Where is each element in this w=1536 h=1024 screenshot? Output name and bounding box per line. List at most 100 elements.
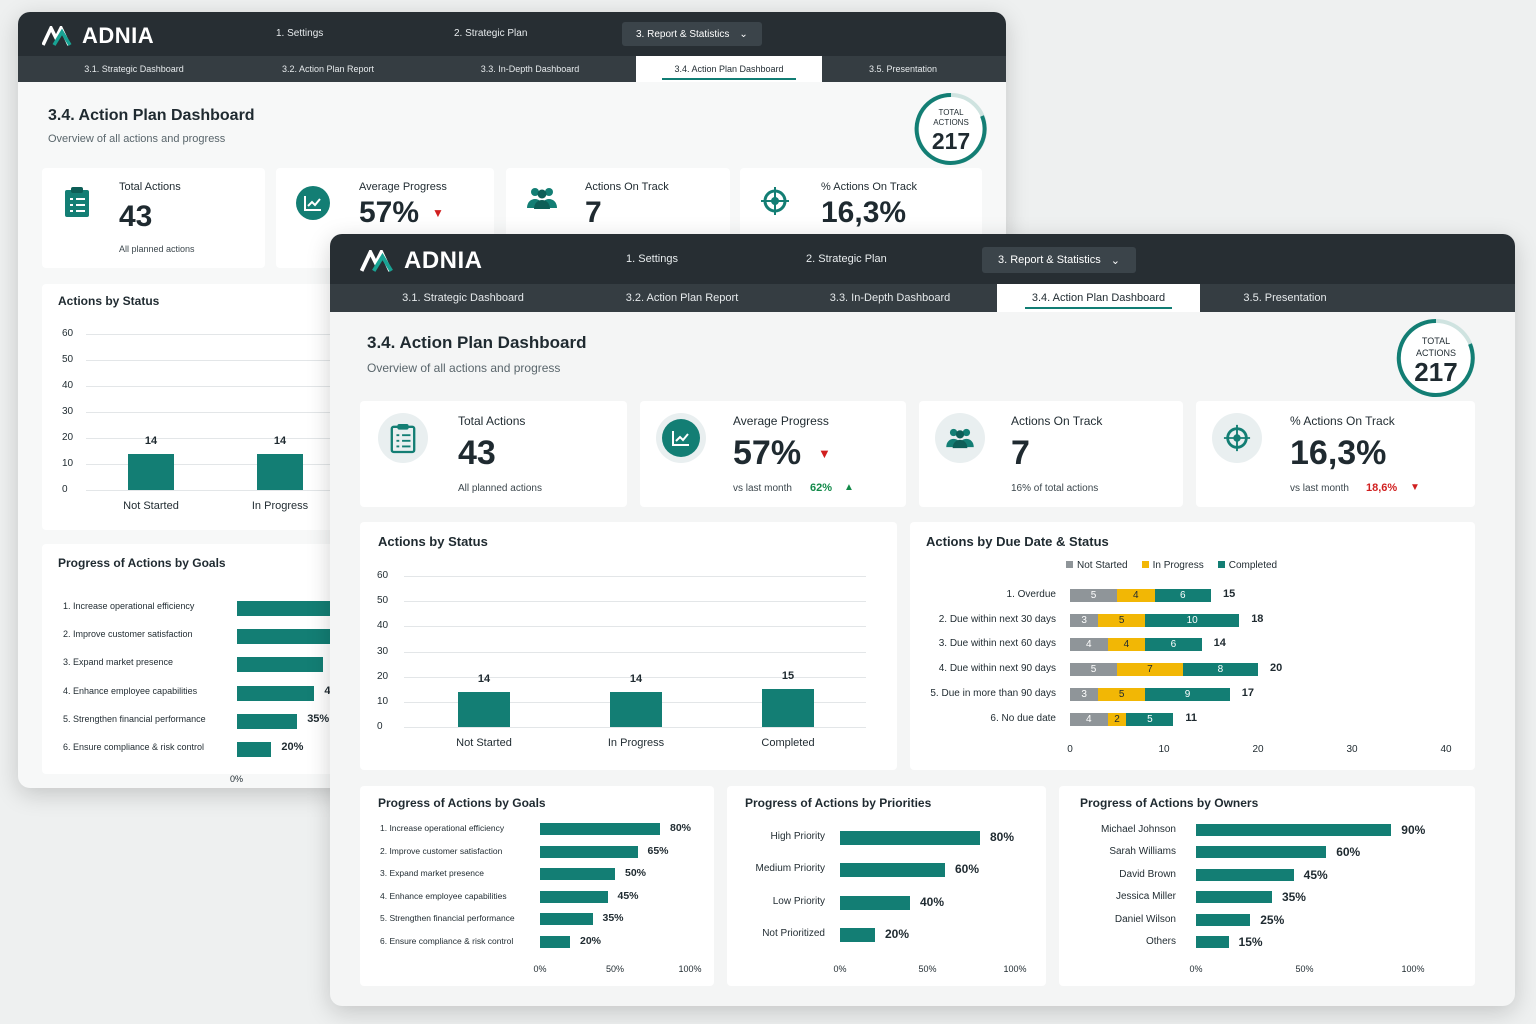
kpi-value: 7 bbox=[585, 196, 602, 229]
gridline bbox=[86, 360, 386, 361]
bar-value-label: 90% bbox=[1401, 823, 1426, 837]
category-label: Daniel Wilson bbox=[1114, 913, 1176, 925]
subtab-action-plan-report[interactable]: 3.2. Action Plan Report bbox=[625, 292, 739, 304]
status-plot-area: 0 10 20 30 40 50 60 14 Not Started 14 In Progress bbox=[42, 284, 386, 530]
y-tick-label: 40 bbox=[377, 620, 389, 632]
subtab-action-plan-dashboard[interactable]: 3.4. Action Plan Dashboard bbox=[997, 284, 1200, 312]
segment-not-started: 5 bbox=[1070, 589, 1117, 602]
brand-name: ADNIA bbox=[82, 23, 155, 48]
kpi-label: Actions On Track bbox=[1011, 414, 1103, 428]
y-tick-label: 40 bbox=[62, 380, 74, 391]
nav-settings[interactable]: 1. Settings bbox=[276, 28, 324, 39]
segment-in-progress: 5 bbox=[1098, 687, 1146, 701]
status-bar bbox=[257, 453, 303, 490]
chart-title: Progress of Actions by Goals bbox=[378, 796, 546, 810]
kpi-label: Total Actions bbox=[119, 181, 181, 193]
progress-bar bbox=[840, 927, 875, 942]
x-category-label: Completed bbox=[761, 737, 815, 749]
kpi-label: Actions On Track bbox=[585, 181, 669, 193]
subtab-presentation[interactable]: 3.5. Presentation bbox=[1243, 292, 1327, 304]
progress-bar bbox=[1196, 868, 1294, 881]
subtab-in-depth-dashboard[interactable]: 3.3. In-Depth Dashboard bbox=[829, 292, 951, 304]
trend-down-icon: ▼ bbox=[1410, 482, 1420, 493]
nav-settings[interactable]: 1. Settings bbox=[626, 253, 678, 265]
subtab-action-plan-dashboard[interactable]: 3.4. Action Plan Dashboard bbox=[636, 56, 822, 82]
kpi-label: % Actions On Track bbox=[821, 181, 917, 193]
chart-legend: Not Started In Progress Completed bbox=[1066, 560, 1277, 571]
x-category-label: In Progress bbox=[251, 500, 309, 512]
chart-line-icon bbox=[656, 413, 706, 463]
row-total-label: 14 bbox=[1213, 637, 1226, 650]
total-actions-label: TOTAL ACTIONS bbox=[1415, 336, 1456, 358]
x-tick-label: 100% bbox=[1003, 964, 1027, 974]
kpi-label: % Actions On Track bbox=[1290, 414, 1395, 428]
bar-value-label: 20% bbox=[281, 741, 304, 753]
bar-value-label: 15 bbox=[781, 670, 795, 683]
progress-bar bbox=[540, 823, 660, 835]
x-category-label: Not Started bbox=[456, 737, 512, 749]
x-tick-label: 100% bbox=[678, 964, 702, 974]
progress-bar bbox=[237, 742, 272, 757]
subtab-strategic-dashboard[interactable]: 3.1. Strategic Dashboard bbox=[402, 292, 524, 304]
team-icon bbox=[935, 413, 985, 463]
y-tick-label: 50 bbox=[62, 354, 74, 365]
nav-report-statistics-dropdown[interactable]: 3. Report & Statistics ⌄ bbox=[622, 22, 762, 46]
category-label: Medium Priority bbox=[755, 863, 825, 875]
gridline bbox=[86, 386, 386, 387]
sub-nav-bar: 3.1. Strategic Dashboard 3.2. Action Pla… bbox=[330, 284, 1515, 312]
bar-value-label: 80% bbox=[670, 822, 692, 834]
row-total-label: 20 bbox=[1270, 662, 1283, 675]
bar-value-label: 50% bbox=[625, 867, 647, 880]
adnia-logo-icon bbox=[42, 26, 72, 46]
ring-gauge-icon bbox=[1396, 318, 1475, 397]
x-tick-label: 0% bbox=[230, 774, 244, 784]
segment-in-progress: 4 bbox=[1117, 589, 1155, 602]
category-label: 5. Due in more than 90 days bbox=[930, 687, 1056, 699]
x-tick-label: 50% bbox=[605, 964, 624, 974]
category-label: 3. Due within next 60 days bbox=[938, 638, 1056, 650]
chart-title: Progress of Actions by Priorities bbox=[745, 796, 932, 810]
bar-value-label: 15% bbox=[1238, 935, 1263, 949]
category-label: 6. No due date bbox=[990, 712, 1056, 724]
y-tick-label: 50 bbox=[377, 595, 389, 607]
y-tick-label: 0 bbox=[62, 484, 68, 495]
subtab-in-depth-dashboard[interactable]: 3.3. In-Depth Dashboard bbox=[480, 64, 580, 74]
page-subtitle: Overview of all actions and progress bbox=[367, 361, 561, 375]
gridline bbox=[86, 490, 386, 491]
bar-value-label: 14 bbox=[477, 672, 491, 685]
category-label: 2. Due within next 30 days bbox=[938, 613, 1056, 625]
clipboard-icon bbox=[378, 413, 428, 463]
progress-bar bbox=[1196, 936, 1229, 948]
nav-report-statistics-dropdown[interactable]: 3. Report & Statistics ⌄ bbox=[982, 247, 1136, 273]
kpi-note: All planned actions bbox=[458, 483, 542, 494]
x-tick-label: 0% bbox=[833, 964, 847, 974]
row-total-label: 15 bbox=[1223, 588, 1236, 600]
brand-logo[interactable]: ADNIA bbox=[360, 247, 483, 275]
subtab-action-plan-report[interactable]: 3.2. Action Plan Report bbox=[281, 64, 375, 74]
kpi-note: vs last month bbox=[733, 483, 792, 494]
nav-strategic-plan[interactable]: 2. Strategic Plan bbox=[806, 253, 887, 265]
trend-down-icon: ▼ bbox=[818, 446, 831, 461]
brand-logo[interactable]: ADNIA bbox=[42, 23, 154, 49]
progress-bar bbox=[1196, 824, 1392, 836]
bar-value-label: 80% bbox=[990, 830, 1015, 844]
y-tick-label: 20 bbox=[62, 432, 74, 443]
ring-gauge-icon bbox=[914, 92, 987, 165]
status-bar bbox=[458, 691, 510, 727]
chevron-down-icon: ⌄ bbox=[1110, 254, 1120, 267]
kpi-value: 7 bbox=[1011, 434, 1030, 472]
subtab-presentation[interactable]: 3.5. Presentation bbox=[868, 64, 938, 74]
progress-bar bbox=[540, 890, 608, 903]
y-tick-label: 20 bbox=[377, 670, 389, 682]
kpi-card-total-actions: Total Actions 43 All planned actions bbox=[360, 401, 627, 507]
chevron-down-icon: ⌄ bbox=[739, 28, 748, 40]
nav-strategic-plan[interactable]: 2. Strategic Plan bbox=[454, 28, 528, 39]
page-title: 3.4. Action Plan Dashboard bbox=[367, 333, 587, 352]
page-title: 3.4. Action Plan Dashboard bbox=[48, 107, 255, 124]
subtab-strategic-dashboard[interactable]: 3.1. Strategic Dashboard bbox=[84, 64, 184, 74]
progress-bar bbox=[840, 863, 945, 878]
row-total-label: 18 bbox=[1251, 612, 1264, 625]
adnia-logo-icon bbox=[360, 250, 393, 272]
kpi-label: Total Actions bbox=[458, 414, 526, 428]
progress-bar bbox=[540, 913, 593, 926]
